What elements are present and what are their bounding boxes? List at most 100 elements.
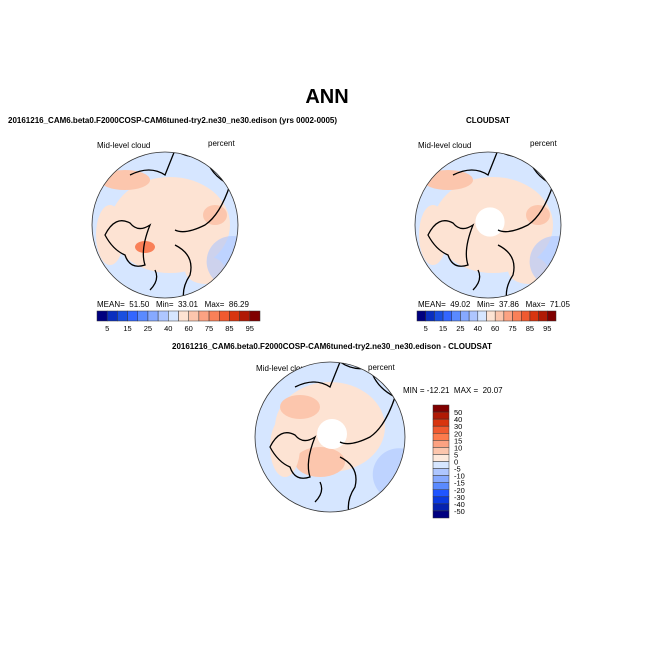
cloud-field-region [345,407,375,457]
colorbar-tick-label: 40 [454,415,462,424]
colorbar-box [451,310,461,322]
max-label: Max= [525,300,546,309]
colorbar-box [425,310,435,322]
colorbar-box [512,310,522,322]
colorbar-box [432,433,450,441]
min-value: 37.86 [498,300,519,309]
map-border [91,151,239,299]
map-border [254,361,406,513]
diff-stats: MIN = -12.21 MAX = 20.07 [403,386,503,395]
left-units-label: percent [208,139,235,148]
colorbar-tick-label: 0 [454,458,458,467]
right-units-label: percent [530,139,557,148]
colorbar-tick-label: 75 [508,324,516,333]
colorbar-tick-label: 30 [454,422,462,431]
colorbar-box [137,310,149,322]
colorbar-tick-label: 95 [246,324,254,333]
colorbar-tick-label: -5 [454,465,461,474]
colorbar-box [468,310,479,322]
colorbar-tick-label: 15 [454,436,462,445]
colorbar-box [239,310,251,322]
colorbar-tick-label: 15 [439,324,447,333]
coastline [104,220,152,267]
colorbar-tick-label: 60 [185,324,193,333]
colorbar-box [178,310,189,322]
coastline [129,152,231,233]
colorbar-box [503,310,513,322]
colorbar-tick-label: -50 [454,507,465,516]
max-value: 86.29 [228,300,249,309]
colorbar-box [432,482,450,490]
colorbar-tick-label: 50 [454,408,462,417]
colorbar-tick-label: 5 [105,324,109,333]
cloud-field-maximum [135,241,155,253]
left-panel-title: 20161216_CAM6.beta0.F2000COSP-CAM6tuned-… [8,116,338,125]
colorbar-tick-label: 85 [526,324,534,333]
missing-data-pole [317,419,347,449]
colorbar-tick-label: 15 [123,324,131,333]
left-stats: MEAN= 51.50 Min= 33.01 Max= 86.29 [97,300,249,309]
colorbar-model: 5 15 25 40 60 75 85 95 [96,310,261,333]
colorbar-box [157,310,169,322]
map-model [91,151,239,299]
colorbar-box [229,310,240,322]
cloud-field-region [423,170,473,190]
colorbar-box [432,503,450,512]
cloud-field-region [270,417,300,477]
coastline [452,152,554,233]
colorbar-tick-label: -30 [454,493,465,502]
map-cloudsat [414,151,562,299]
left-variable-label: Mid-level cloud [97,141,151,150]
colorbar-box [434,310,444,322]
colorbar-tick-label: 60 [491,324,499,333]
mean-label: MEAN= [97,300,125,309]
colorbar-box [494,310,505,322]
colorbar-box [460,310,470,322]
map-border [414,151,562,299]
colorbar-box [106,310,118,322]
colorbar-box [547,310,557,322]
cloud-field-region [419,205,447,265]
colorbar-box [432,475,450,483]
colorbar-tick-label: 40 [164,324,172,333]
diff-variable-label: Mid-level cloud [256,364,310,373]
colorbar-box [432,510,450,519]
colorbar-tick-label: -10 [454,472,465,481]
min-label: Min= [476,300,495,309]
cloud-field-region [295,447,345,477]
colorbar-tick-label: 95 [543,324,551,333]
colorbar-box [432,461,450,469]
right-stats: MEAN= 49.02 Min= 37.86 Max= 71.05 [418,300,570,309]
max-value: 71.05 [549,300,570,309]
colorbar-tick-label: -15 [454,479,465,488]
colorbar-box [249,310,261,322]
colorbar-box [432,425,450,434]
colorbar-box [432,404,450,413]
coastline [294,362,396,445]
colorbar-box [432,447,450,455]
diff-units-label: percent [368,363,395,372]
cloud-field-region [96,205,124,265]
missing-data-pole [475,207,505,237]
colorbar-box [486,310,496,322]
coastline [427,220,475,267]
colorbar-box [432,411,450,420]
colorbar-tick-label: 5 [424,324,428,333]
colorbar-box [432,418,450,427]
colorbar-tick-label: 10 [454,443,462,452]
min-value: 33.01 [177,300,198,309]
right-variable-label: Mid-level cloud [418,141,472,150]
colorbar-tick-label: 40 [474,324,482,333]
colorbar-box [538,310,548,322]
coastline [269,432,317,479]
cloud-field-region [280,395,320,419]
colorbar-box [432,468,450,476]
main-title: ANN [305,86,349,108]
right-panel-title: CLOUDSAT [466,116,510,125]
colorbar-box [432,489,450,498]
colorbar-tick-label: 25 [456,324,464,333]
colorbar-box [208,310,220,322]
colorbar-box [188,310,200,322]
